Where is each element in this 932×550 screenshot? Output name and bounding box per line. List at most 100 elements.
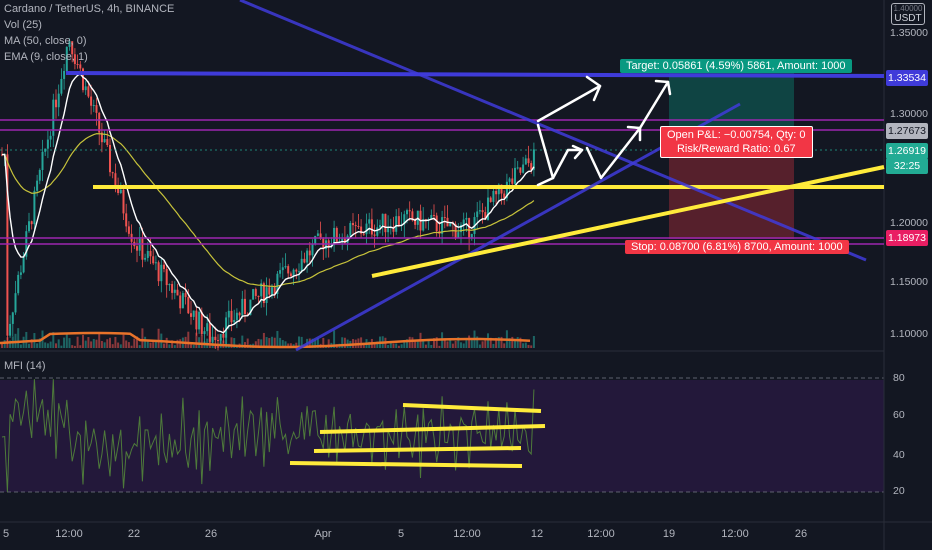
time-tick: 26 [204,528,218,540]
candle-body [171,284,174,293]
candle-body [28,221,30,232]
symbol-title[interactable]: Cardano / TetherUS, 4h, BINANCE [4,3,175,15]
candle-body [103,139,106,143]
volume-legend[interactable]: Vol (25) [4,19,42,31]
volume-bar [500,336,503,348]
candle-body [514,167,516,184]
candle-body [76,64,79,66]
volume-bar [38,338,41,348]
volume-bar [311,338,314,348]
resistance-level[interactable] [65,71,885,78]
volume-bar [265,337,268,348]
candle-body [462,219,465,225]
volume-bar [343,337,346,348]
price-tag-support[interactable]: 1.18973 [886,230,928,246]
candle-body [379,225,381,228]
downtrend-line[interactable] [239,0,867,262]
volume-bar [130,345,133,348]
volume-bar [422,339,425,348]
volume-bar [289,343,292,348]
volume-bar [481,341,484,348]
uptrend-line-yellow[interactable] [371,165,885,278]
candle-body [395,216,398,232]
volume-bar [519,337,522,348]
volume-bar [454,340,457,348]
candle-body [30,221,33,225]
candle-body [1,154,3,156]
risk-reward-text: Risk/Reward Ratio: 0.67 [676,143,796,155]
candle-body [187,297,190,314]
candle-body [519,167,522,173]
candle-body [268,287,271,295]
candle-body [271,287,273,295]
volume-bar [171,340,174,348]
candle-body [362,233,365,235]
target-label[interactable]: Target: 0.05861 (4.59%) 5861, Amount: 10… [620,59,852,73]
price-tag-resistance[interactable]: 1.33534 [886,70,928,86]
volume-bar [57,339,60,348]
price-tick: 1.15000 [890,276,928,288]
volume-bar [233,338,236,348]
candle-body [190,313,192,317]
candle-body [360,226,363,234]
candle-body [36,180,39,191]
candle-body [403,214,406,225]
candle-body [441,217,444,234]
candle-body [470,233,473,239]
volume-bar [449,340,452,348]
stop-label[interactable]: Stop: 0.08700 (6.81%) 8700, Amount: 1000 [625,240,849,254]
volume-bar [127,342,130,348]
candle-body [435,215,438,232]
volume-bar [49,341,52,348]
volume-bar [79,345,82,348]
volume-bar [98,332,101,348]
mfi-tick: 40 [893,449,905,461]
candle-body [184,293,187,298]
currency-button[interactable]: 1.40000 USDT [891,3,925,25]
time-tick: 12:00 [721,528,749,540]
price-tag-last[interactable]: 1.26919 [886,143,928,159]
target-zone [669,73,794,131]
candle-body [38,170,41,181]
volume-bar [387,345,390,348]
volume-bar [492,343,495,348]
candle-body [244,298,246,315]
volume-bar [60,345,63,348]
candle-body [303,258,306,263]
ma-legend[interactable]: MA (50, close, 0) [4,35,87,47]
volume-bar [92,338,95,348]
volume-bar [187,331,190,348]
volume-bar [82,334,84,348]
candle-body [227,310,230,318]
volume-bar [28,343,30,348]
candle-body [168,284,171,286]
candle-body [516,167,519,169]
candle-body [200,311,203,335]
candle-body [365,223,368,235]
ema-legend[interactable]: EMA (9, close, 1) [4,51,88,63]
price-tag-crosshair[interactable]: 1.27673 [886,123,928,139]
candle-body [408,210,411,212]
mfi-legend[interactable]: MFI (14) [4,360,46,372]
volume-bar [190,344,192,348]
candle-body [230,310,233,323]
price-tick: 1.35000 [890,27,928,39]
candle-body [489,197,492,202]
candle-body [84,86,87,91]
candle-body [146,250,149,258]
volume-bar [65,333,68,348]
volume-bar [298,336,300,348]
volume-bar [376,341,379,348]
volume-bar [71,345,74,348]
volume-bar [438,345,441,348]
candle-body [284,266,287,268]
candle-body [206,323,209,332]
volume-bar [327,339,330,348]
candle-body [238,312,241,316]
volume-bar [465,340,468,348]
candle-body [508,178,511,182]
candle-body [98,112,101,133]
pnl-label[interactable]: Open P&L: −0.00754, Qty: 0 Risk/Reward R… [660,126,813,158]
candle-body [254,289,257,296]
